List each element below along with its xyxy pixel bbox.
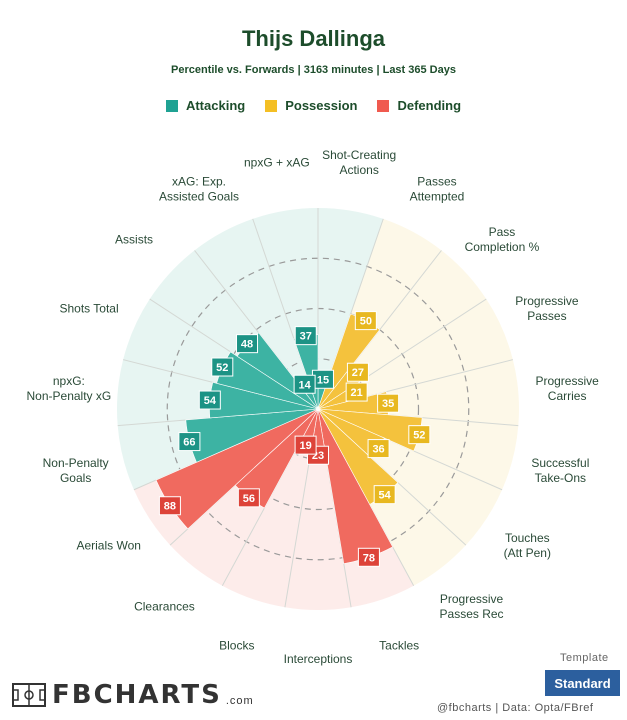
value-badge-5: [408, 425, 431, 445]
chart-subtitle: Percentile vs. Forwards | 3163 minutes |…: [171, 64, 456, 76]
axis-label-7: Progressive Passes Rec: [440, 592, 504, 621]
axis-label-13: Non-Penalty Goals: [43, 456, 109, 485]
value-badge-6: [367, 439, 390, 459]
value-badge-3: [345, 382, 368, 402]
logo-text: FBCHARTS: [52, 680, 222, 710]
template-standard-button[interactable]: Standard: [545, 670, 620, 696]
value-label-5: 52: [413, 430, 425, 442]
value-label-15: 52: [216, 362, 228, 374]
value-label-3: 21: [351, 387, 363, 399]
logo-suffix: .com: [225, 695, 254, 707]
axis-label-18: npxG + xAG: [244, 155, 310, 169]
value-badge-4: [377, 393, 400, 413]
value-badge-17: [293, 374, 316, 394]
axis-label-3: Progressive Passes: [515, 294, 579, 323]
value-badge-16: [236, 334, 259, 354]
legend-swatch-attacking: [165, 99, 178, 112]
axis-label-2: Pass Completion %: [465, 225, 540, 254]
value-badge-18: [294, 326, 317, 346]
axis-label-15: Shots Total: [59, 302, 118, 316]
axis-label-10: Blocks: [219, 638, 254, 652]
legend-item-possession: Possession: [265, 98, 357, 113]
value-badge-12: [158, 496, 181, 516]
axis-label-4: Progressive Carries: [535, 374, 599, 403]
chart-title: Thijs Dallinga: [241, 26, 386, 51]
value-label-1: 50: [360, 316, 372, 328]
axis-label-6: Touches (Att Pen): [504, 531, 551, 560]
value-label-4: 35: [382, 398, 394, 410]
value-label-13: 66: [183, 437, 195, 449]
legend-swatch-possession: [265, 99, 278, 112]
template-label: Template: [560, 652, 609, 664]
axis-label-9: Interceptions: [284, 652, 353, 666]
sector-bg-0: [318, 208, 384, 409]
value-badge-1: [354, 311, 377, 331]
axis-label-0: Shot-Creating Actions: [322, 148, 396, 177]
sector-bg-17: [194, 218, 318, 409]
axis-label-14: npxG: Non-Penalty xG: [27, 374, 112, 403]
pitch-icon: [12, 683, 46, 707]
legend-item-defending: Defending: [377, 98, 461, 113]
legend-label-attacking: Attacking: [185, 98, 246, 113]
legend: Attacking Possession Defending: [0, 98, 627, 113]
data-credits: @fbcharts | Data: Opta/FBref: [437, 702, 594, 714]
axis-label-5: Successful Take-Ons: [531, 456, 589, 485]
value-label-11: 56: [243, 493, 255, 505]
legend-item-attacking: Attacking: [165, 98, 246, 113]
axis-label-17: xAG: Exp. Assisted Goals: [159, 175, 239, 204]
axis-label-12: Aerials Won: [76, 539, 140, 553]
axis-label-11: Clearances: [134, 599, 195, 613]
legend-swatch-defending: [377, 99, 390, 112]
value-badge-7: [373, 485, 396, 505]
value-label-6: 36: [372, 444, 384, 456]
value-label-7: 54: [379, 490, 392, 502]
value-label-12: 88: [164, 501, 176, 513]
value-badge-10: [294, 435, 317, 455]
grid-ring-50: [216, 307, 420, 511]
value-label-0: 15: [317, 374, 329, 386]
axis-label-1: Passes Attempted: [410, 175, 465, 204]
legend-label-possession: Possession: [285, 98, 358, 113]
value-badge-11: [237, 488, 260, 508]
value-badge-2: [346, 362, 369, 382]
fbcharts-logo: FBCHARTS .com: [12, 680, 254, 710]
value-badge-8: [357, 547, 380, 567]
value-label-8: 78: [363, 552, 375, 564]
value-badge-13: [178, 432, 201, 452]
legend-label-defending: Defending: [397, 98, 462, 113]
value-label-10: 19: [299, 440, 311, 452]
sector-bg-10: [222, 409, 318, 608]
axis-label-8: Tackles: [379, 638, 419, 652]
axis-label-16: Assists: [115, 233, 153, 247]
value-label-2: 27: [352, 367, 364, 379]
value-label-18: 37: [300, 331, 312, 343]
value-label-17: 14: [298, 379, 311, 391]
value-badge-14: [198, 390, 221, 410]
value-label-16: 48: [241, 339, 253, 351]
value-badge-15: [211, 357, 234, 377]
grid-ring-75: [166, 257, 470, 561]
value-label-14: 54: [204, 395, 217, 407]
